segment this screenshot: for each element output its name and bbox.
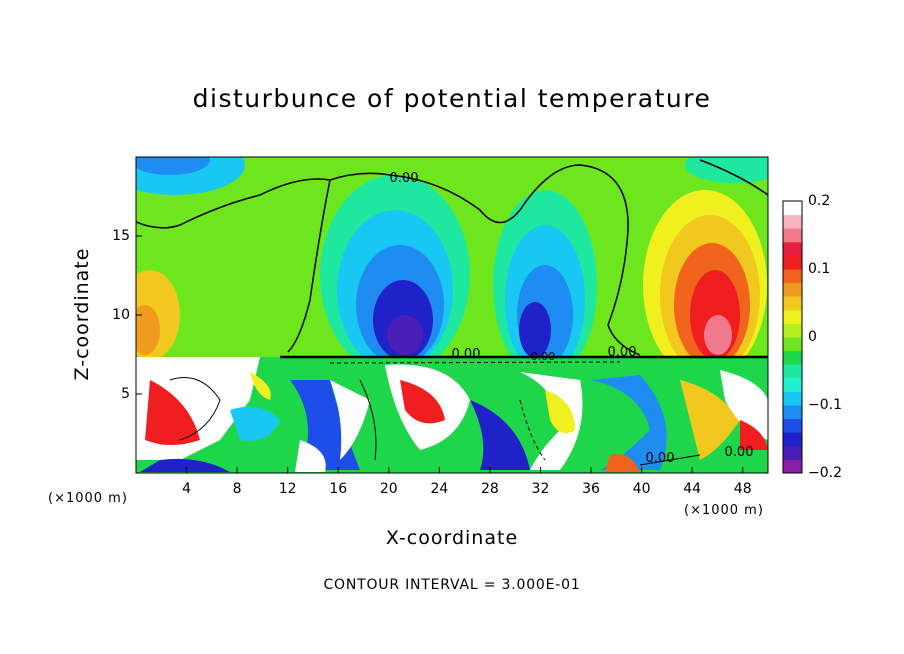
- colorbar-swatch: [783, 391, 802, 406]
- heatmap-field: [136, 157, 768, 473]
- x-unit-label-right: (×1000 m): [684, 503, 764, 518]
- x-unit-label-left: (×1000 m): [48, 491, 128, 506]
- colorbar-swatch: [783, 418, 802, 433]
- colorbar-swatch: [783, 269, 802, 284]
- x-tick-label: 4: [182, 481, 192, 497]
- contour-label: 0.00: [390, 171, 419, 186]
- y-axis-ticks: [136, 235, 142, 395]
- contour-label: 0.00: [608, 345, 637, 360]
- colorbar-swatch: [783, 350, 802, 365]
- colorbar-swatch: [783, 255, 802, 270]
- x-tick-label: 8: [232, 481, 242, 497]
- colorbar-swatch: [783, 377, 802, 392]
- y-tick-label: 15: [112, 228, 130, 244]
- colorbar-swatch: [783, 459, 802, 474]
- y-tick-label: 10: [112, 307, 130, 323]
- colorbar-swatch: [783, 201, 802, 216]
- x-axis-ticks: [186, 467, 744, 473]
- colorbar-tick-label: 0.1: [808, 261, 831, 277]
- colorbar-swatch: [783, 228, 802, 243]
- colorbar-swatch: [783, 296, 802, 311]
- colorbar-tick-label: −0.1: [808, 397, 842, 413]
- x-tick-label: 48: [733, 481, 752, 497]
- chart-title: disturbunce of potential temperature: [192, 84, 712, 113]
- x-tick-label: 20: [379, 481, 398, 497]
- colorbar-swatch: [783, 337, 802, 352]
- contour-interval-note: CONTOUR INTERVAL = 3.000E-01: [323, 577, 581, 593]
- colorbar-tick-label: −0.2: [808, 465, 842, 481]
- colorbar-swatch: [783, 445, 802, 460]
- x-axis-label: X-coordinate: [385, 527, 519, 549]
- x-tick-label: 40: [632, 481, 651, 497]
- colorbar-tick-label: 0.2: [808, 193, 831, 209]
- colorbar-tick-label: 0: [808, 329, 817, 345]
- colorbar-swatch: [783, 405, 802, 420]
- colorbar-frame: [782, 200, 803, 474]
- x-tick-label: 24: [430, 481, 449, 497]
- x-tick-label: 36: [582, 481, 600, 497]
- colorbar-swatch: [783, 323, 802, 338]
- colorbar-swatch: [783, 241, 802, 256]
- contour-label: 0.00: [646, 451, 675, 466]
- x-tick-label: 16: [329, 481, 348, 497]
- contour-label: 0.00: [725, 445, 754, 460]
- y-tick-label: 5: [121, 386, 130, 402]
- colorbar-swatch: [783, 214, 802, 229]
- contour-label: 0.00: [452, 347, 481, 362]
- colorbar-swatch: [783, 309, 802, 324]
- colorbar-swatch: [783, 432, 802, 447]
- contour-label: 0.00: [531, 350, 556, 363]
- colorbar: [782, 200, 803, 474]
- x-tick-label: 12: [278, 481, 297, 497]
- x-tick-label: 28: [480, 481, 499, 497]
- colorbar-swatch: [783, 282, 802, 297]
- colorbar-swatch: [783, 364, 802, 379]
- x-tick-label: 44: [683, 481, 702, 497]
- x-tick-label: 32: [531, 481, 550, 497]
